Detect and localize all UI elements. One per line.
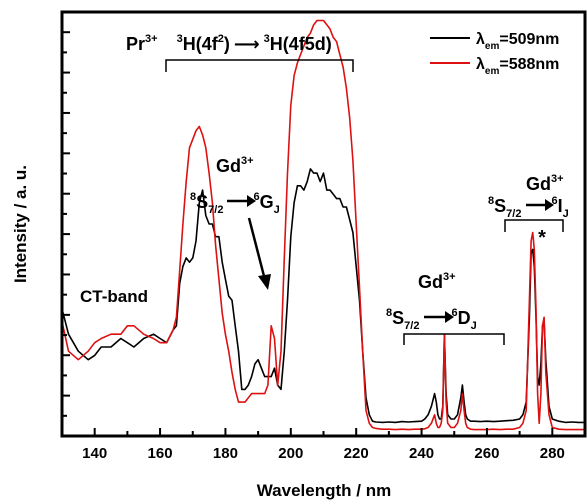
gd-6g-pointer-line: [247, 217, 267, 281]
legend: λem=509nm λem=588nm: [430, 31, 559, 77]
x-tick-label: 220: [344, 445, 369, 462]
x-tick-label: 200: [278, 445, 303, 462]
series-line-588nm: [61, 19, 585, 431]
x-tick-label: 140: [82, 445, 107, 462]
gd-6d-transition: 8S7/26DJ: [386, 307, 477, 332]
gd-6d-arrowhead: [445, 311, 454, 323]
gd-6g-ion: Gd3+: [216, 155, 254, 176]
legend-label-509: λem=509nm: [476, 31, 559, 52]
y-axis-ticks: [62, 31, 70, 417]
x-tick-label: 160: [148, 445, 173, 462]
star-marker: *: [538, 227, 546, 249]
gd-6d-annotation: Gd3+ 8S7/26DJ: [386, 271, 505, 345]
x-axis-label: Wavelength / nm: [257, 481, 391, 500]
series-line-509nm: [61, 168, 585, 424]
x-tick-label: 180: [213, 445, 238, 462]
x-tick-label: 240: [409, 445, 434, 462]
ct-band-label: CT-band: [80, 287, 148, 306]
gd-6i-ion: Gd3+: [526, 173, 564, 194]
gd-6g-pointer-head: [258, 274, 271, 290]
gd-6d-bracket: [403, 333, 505, 345]
y-axis-label: Intensity / a. u.: [11, 165, 30, 283]
gd-6i-bracket: [504, 219, 564, 232]
x-tick-label: 280: [540, 445, 565, 462]
pr-bracket: [165, 59, 354, 72]
pr-transition-label: Pr3+ 3H(4f2) ⟶ 3H(4f5d): [126, 33, 332, 54]
pr-transition-annotation: Pr3+ 3H(4f2) ⟶ 3H(4f5d): [126, 33, 354, 72]
gd-6i-transition: 8S7/26IJ: [488, 195, 569, 220]
series-layer: [61, 19, 585, 431]
gd-6g-arrowhead: [247, 195, 256, 207]
gd-6g-annotation: Gd3+ 8S7/26GJ: [190, 155, 280, 290]
gd-6g-transition: 8S7/26GJ: [190, 191, 280, 216]
x-tick-label: 260: [474, 445, 499, 462]
gd-6i-arrowhead: [545, 199, 554, 211]
gd-6i-annotation: Gd3+ 8S7/26IJ *: [488, 173, 569, 249]
x-axis-ticks: 140 160 180 200 220 240 260 280: [61, 428, 586, 462]
plot-frame: [60, 10, 587, 438]
legend-label-588: λem=588nm: [476, 56, 559, 77]
gd-6d-ion: Gd3+: [418, 271, 456, 292]
